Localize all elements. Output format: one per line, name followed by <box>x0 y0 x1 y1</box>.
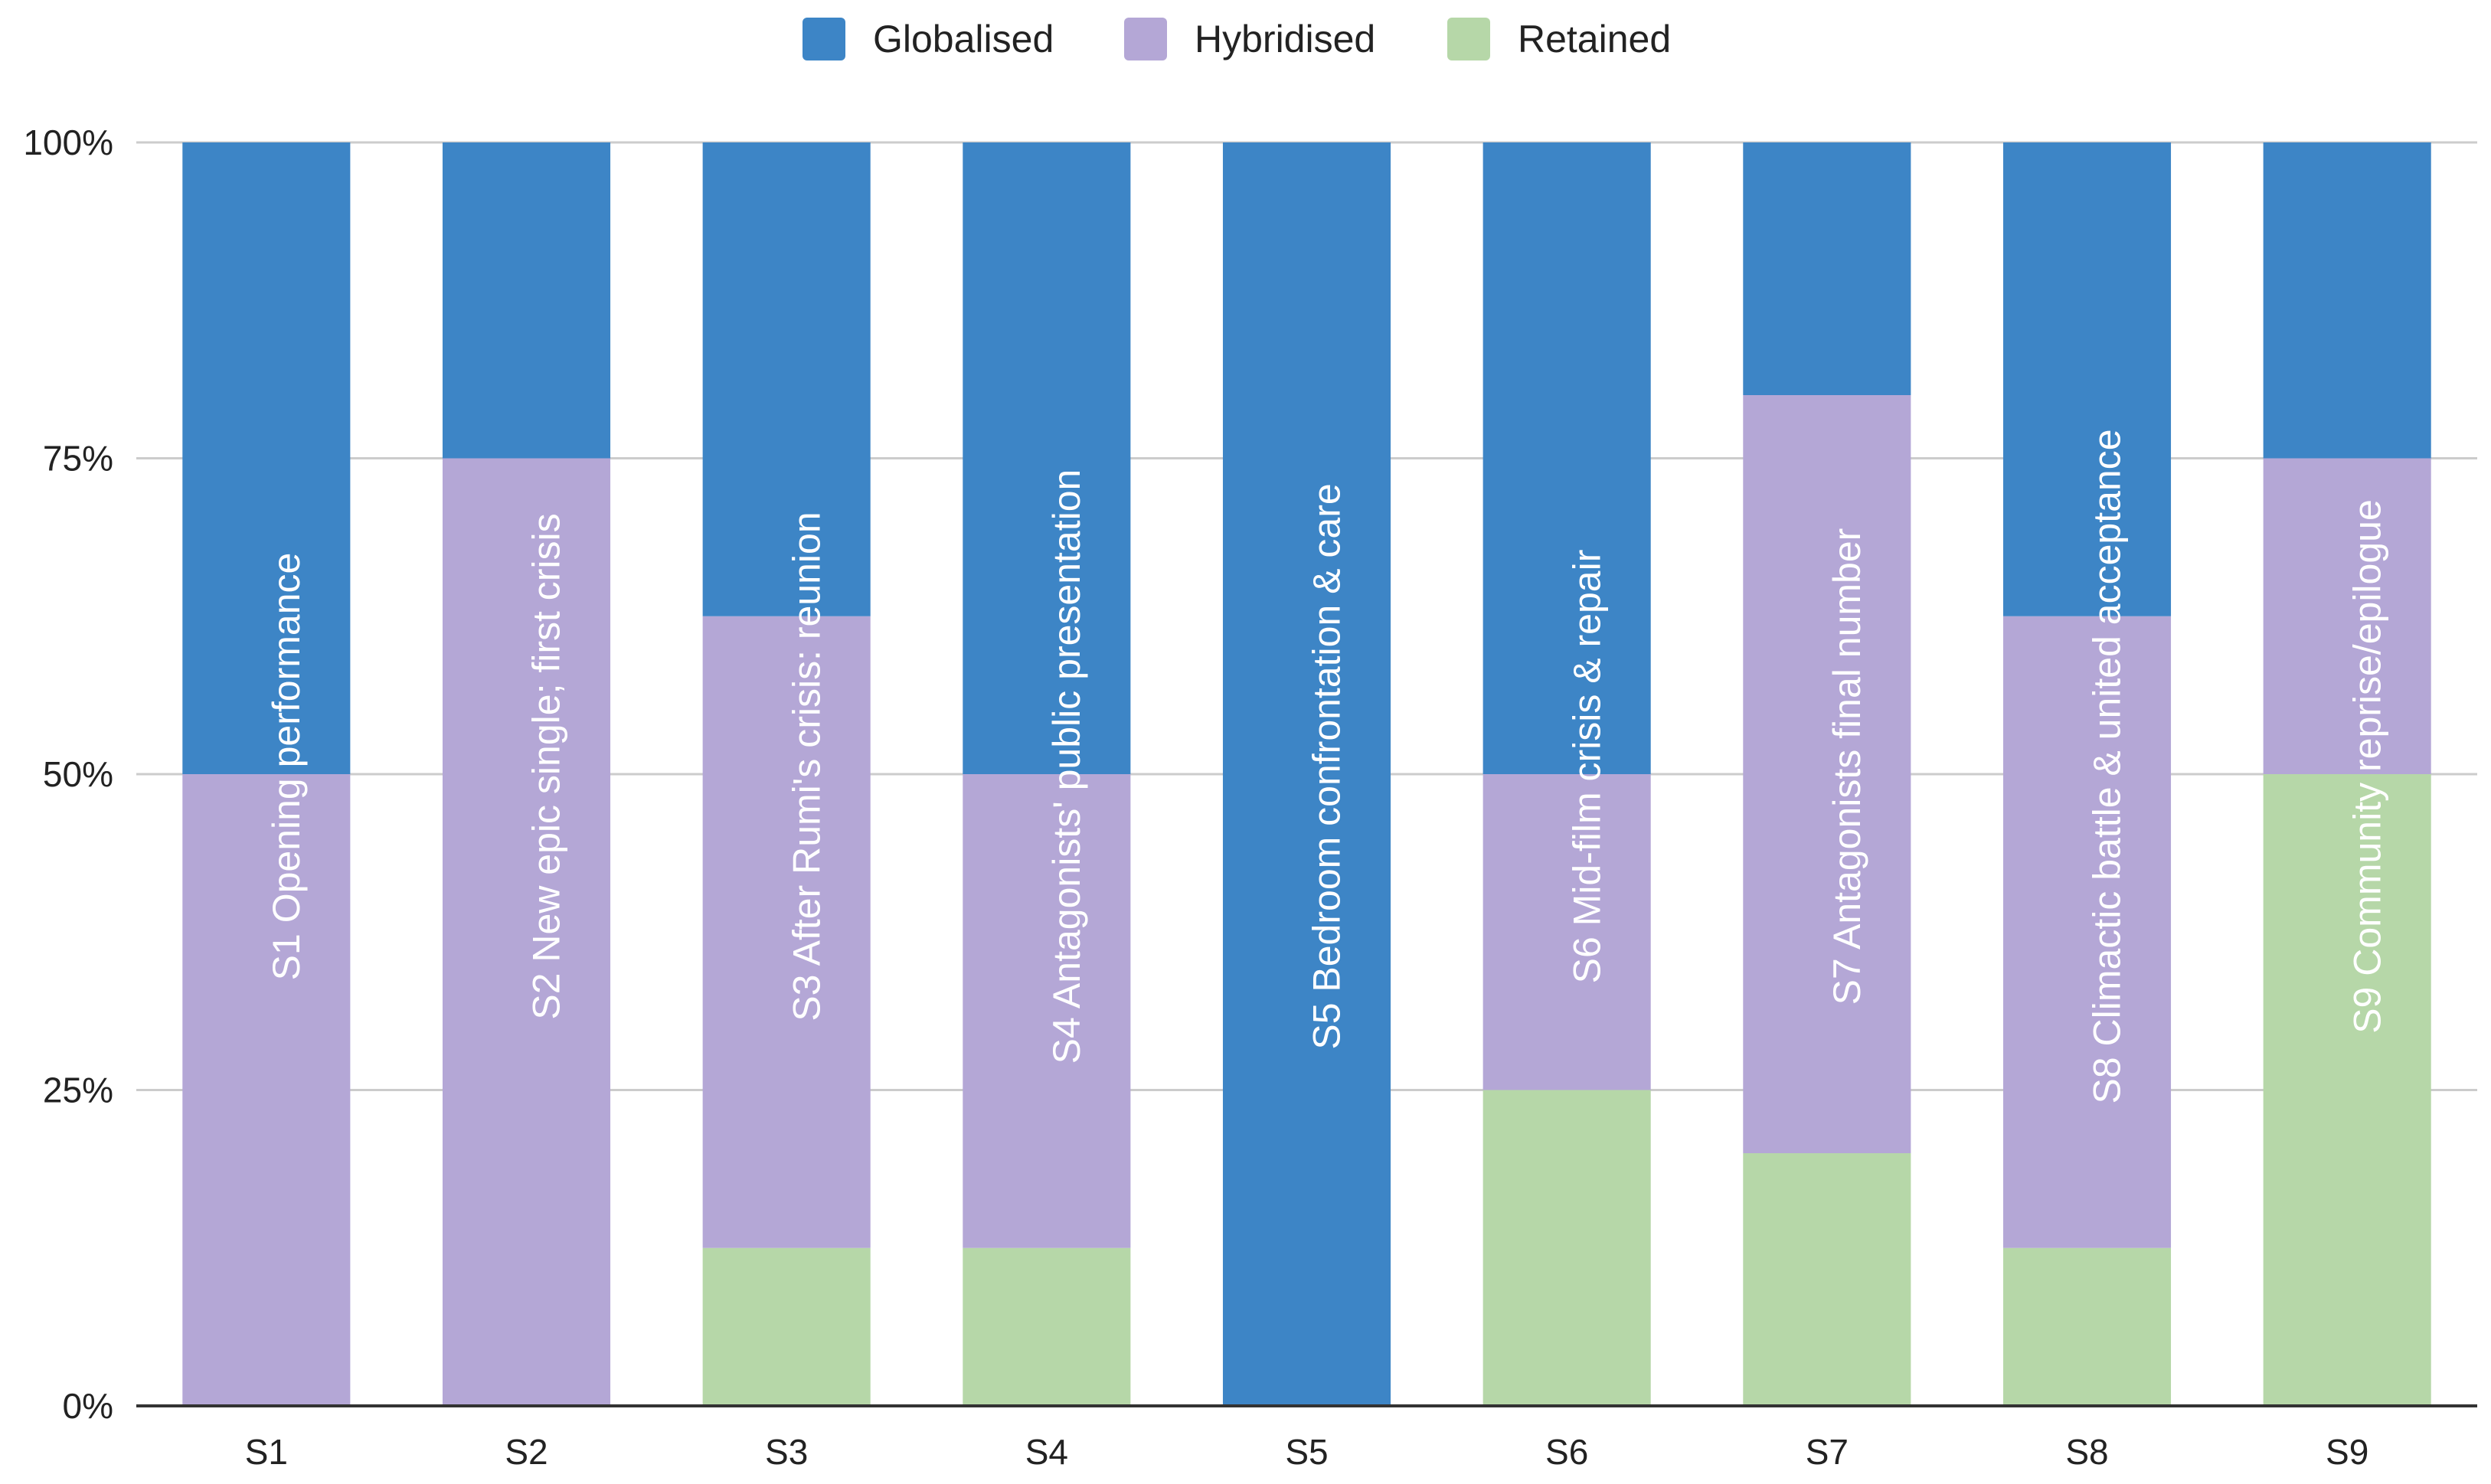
scene-label-s6: S6 Mid-film crisis & repair <box>1565 550 1608 984</box>
bar-group-s7: S7 Antagonists final number <box>1743 142 1911 1406</box>
legend-label-hybridised: Hybridised <box>1195 18 1375 60</box>
scene-label-s4: S4 Antagonists' public presentation <box>1045 469 1088 1064</box>
bar-segment-globalised-s5 <box>1222 142 1391 1406</box>
bar-segment-hybridised-s2 <box>442 458 611 1406</box>
bar-segment-globalised-s3 <box>702 142 871 616</box>
scene-label-s7: S7 Antagonists final number <box>1826 528 1868 1005</box>
x-tick-label-s3: S3 <box>765 1432 808 1472</box>
bar-group-s9: S9 Community reprise/epilogue <box>2263 142 2431 1406</box>
scene-label-s9: S9 Community reprise/epilogue <box>2346 499 2388 1034</box>
x-tick-label-s1: S1 <box>245 1432 288 1472</box>
legend-swatch-hybridised <box>1124 18 1167 60</box>
x-tick-label-s7: S7 <box>1806 1432 1849 1472</box>
bar-segment-hybridised-s8 <box>2002 616 2172 1248</box>
bar-segment-globalised-s9 <box>2263 142 2431 459</box>
x-tick-label-s4: S4 <box>1025 1432 1068 1472</box>
legend-item-globalised: Globalised <box>803 18 1054 60</box>
scene-label-s3: S3 After Rumi's crisis: reunion <box>785 512 828 1021</box>
scene-label-s5: S5 Bedroom confrontation & care <box>1306 483 1348 1049</box>
legend-label-globalised: Globalised <box>873 18 1054 60</box>
y-tick-label: 100% <box>23 123 113 162</box>
y-axis: 0% 25% 50% 75% 100% <box>23 123 113 1426</box>
y-tick-label: 25% <box>43 1071 113 1110</box>
legend-item-hybridised: Hybridised <box>1124 18 1375 60</box>
bar-group-s5: S5 Bedroom confrontation & care <box>1222 142 1391 1406</box>
bar-segment-globalised-s6 <box>1483 142 1651 774</box>
x-tick-label-s5: S5 <box>1285 1432 1328 1472</box>
scene-label-s2: S2 New epic single; first crisis <box>525 513 568 1019</box>
bar-segment-hybridised-s4 <box>963 774 1131 1248</box>
bar-segment-retained-s6 <box>1483 1090 1651 1406</box>
bar-segment-retained-s7 <box>1743 1153 1911 1406</box>
bar-segment-hybridised-s3 <box>702 616 871 1248</box>
bar-group-s1: S1 Opening performance <box>182 142 351 1406</box>
x-tick-label-s2: S2 <box>505 1432 548 1472</box>
x-axis: S1 S2 S3 S4 S5 S6 S7 S8 S9 <box>136 1404 2477 1472</box>
bar-segment-globalised-s2 <box>442 142 611 459</box>
legend-swatch-retained <box>1447 18 1490 60</box>
scene-label-s1: S1 Opening performance <box>265 553 308 981</box>
bar-group-s6: S6 Mid-film crisis & repair <box>1483 142 1651 1406</box>
scene-label-s8: S8 Climactic battle & united acceptance <box>2086 429 2129 1103</box>
bar-group-s2: S2 New epic single; first crisis <box>442 142 611 1406</box>
bar-segment-hybridised-s9 <box>2263 458 2431 774</box>
bar-segment-hybridised-s6 <box>1483 774 1651 1090</box>
bar-segment-hybridised-s1 <box>182 774 351 1406</box>
y-tick-label: 75% <box>43 439 113 479</box>
bar-segment-globalised-s4 <box>963 142 1131 774</box>
y-tick-label: 0% <box>63 1386 113 1426</box>
x-tick-label-s9: S9 <box>2326 1432 2368 1472</box>
bar-group-s4: S4 Antagonists' public presentation <box>963 142 1131 1406</box>
bars: S1 Opening performance S2 New epic single… <box>182 142 2431 1406</box>
bar-segment-globalised-s7 <box>1743 142 1911 395</box>
legend-item-retained: Retained <box>1447 18 1671 60</box>
x-tick-label-s6: S6 <box>1545 1432 1588 1472</box>
bar-segment-globalised-s8 <box>2002 142 2172 616</box>
bar-segment-globalised-s1 <box>182 142 351 774</box>
bar-segment-retained-s9 <box>2263 774 2431 1406</box>
legend-label-retained: Retained <box>1518 18 1671 60</box>
legend: Globalised Hybridised Retained <box>803 18 1671 60</box>
bar-segment-retained-s4 <box>963 1247 1131 1406</box>
bar-segment-retained-s8 <box>2002 1247 2172 1406</box>
bar-group-s3: S3 After Rumi's crisis: reunion <box>702 142 871 1406</box>
y-tick-label: 50% <box>43 754 113 794</box>
bar-segment-retained-s3 <box>702 1247 871 1406</box>
legend-swatch-globalised <box>803 18 845 60</box>
bar-group-s8: S8 Climactic battle & united acceptance <box>2002 142 2172 1406</box>
bar-segment-hybridised-s7 <box>1743 395 1911 1153</box>
x-tick-label-s8: S8 <box>2065 1432 2108 1472</box>
